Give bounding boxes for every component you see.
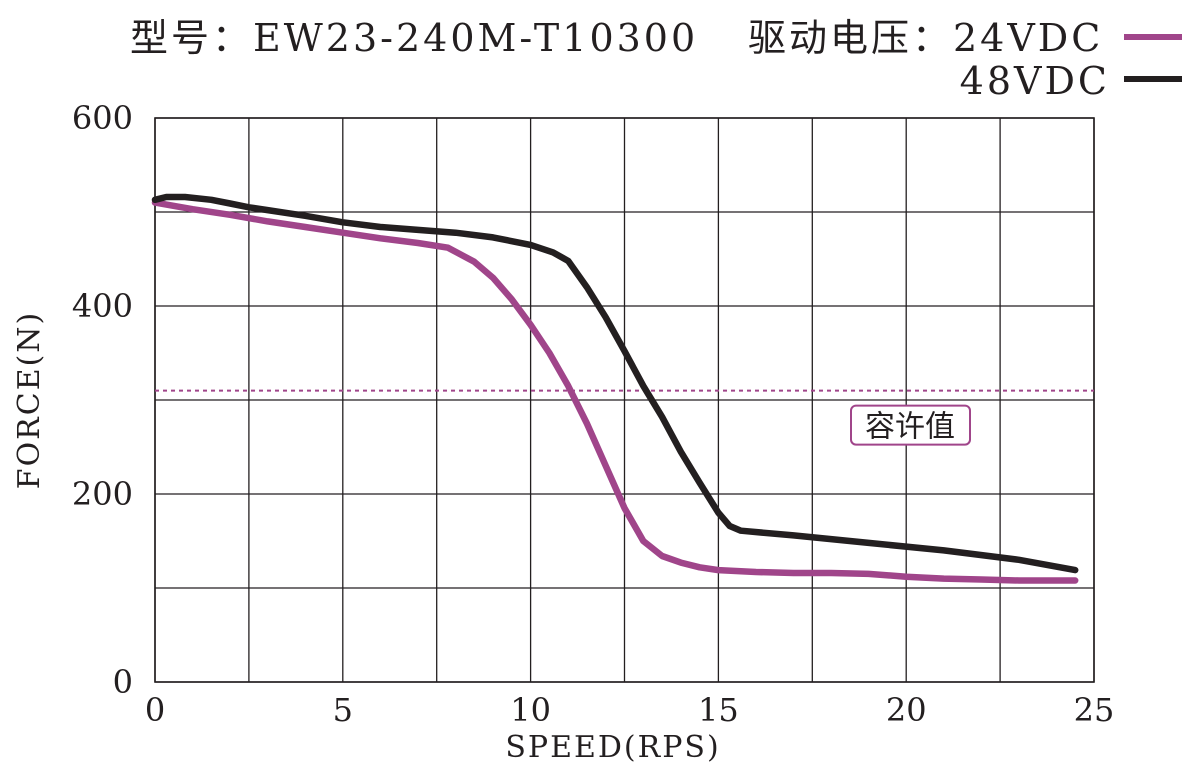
tick-labels: 0 5 10 15 20 25 0 200 400 600 [72, 99, 1114, 729]
chart-title: 型号：EW23-240M-T10300 [130, 16, 698, 60]
limit-label: 容许值 [865, 410, 955, 445]
x-tick-label: 0 [145, 691, 165, 729]
grid [154, 117, 1095, 683]
series [151, 193, 1079, 584]
y-tick-label: 600 [72, 99, 133, 137]
y-tick-label: 200 [72, 475, 133, 513]
x-tick-label: 5 [333, 691, 353, 729]
y-tick-label: 0 [113, 663, 133, 701]
limit-label-box [850, 404, 971, 446]
limit-annotation: 容许值 [155, 389, 1094, 446]
y-tick-label: 400 [72, 287, 133, 325]
x-axis-label: SPEED(RPS) [505, 730, 720, 765]
series-line-24vdc [151, 199, 1079, 584]
x-tick-label: 25 [1074, 691, 1115, 729]
series-line-48vdc [151, 193, 1079, 574]
legend-label-24vdc: 驱动电压：24VDC [748, 16, 1103, 60]
x-tick-label: 10 [510, 691, 551, 729]
y-axis-label: FORCE(N) [12, 311, 47, 490]
x-tick-label: 15 [698, 691, 739, 729]
legend-label-48vdc: 48VDC [960, 59, 1110, 103]
plot-frame [154, 117, 1095, 683]
x-tick-label: 20 [886, 691, 927, 729]
